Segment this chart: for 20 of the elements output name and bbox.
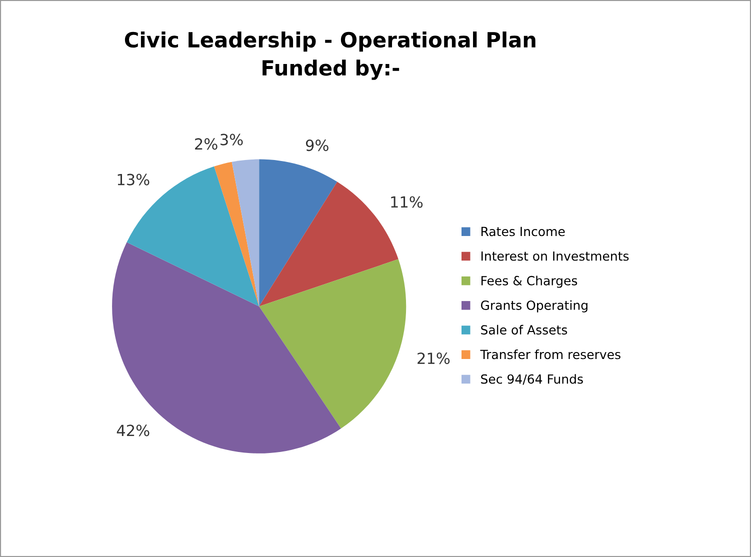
- legend-label: Sale of Assets: [481, 324, 568, 335]
- legend-label: Fees & Charges: [481, 276, 578, 288]
- legend-label: Grants Operating: [480, 300, 588, 312]
- chart-title: Civic Leadership - Operational Plan Funded by:-: [124, 32, 536, 80]
- legend-label: Rates Income: [481, 226, 565, 236]
- legend-label: Sec 94/64 Funds: [481, 374, 583, 385]
- legend-label: Transfer from reserves: [480, 349, 620, 360]
- data-label: 9%: [306, 140, 328, 152]
- pie-slice: [259, 259, 406, 428]
- data-label: 3%: [220, 134, 243, 146]
- pie-slice: [214, 162, 260, 306]
- legend-label: Interest on Investments: [481, 251, 629, 261]
- data-label: 2%: [195, 138, 218, 150]
- data-label: 42%: [116, 424, 150, 436]
- pie-slice: [232, 159, 260, 306]
- pie-slice: [259, 159, 338, 306]
- data-label: 11%: [391, 196, 423, 208]
- data-label: 13%: [118, 174, 150, 186]
- pie-slice: [112, 242, 342, 454]
- data-label: 21%: [418, 352, 450, 364]
